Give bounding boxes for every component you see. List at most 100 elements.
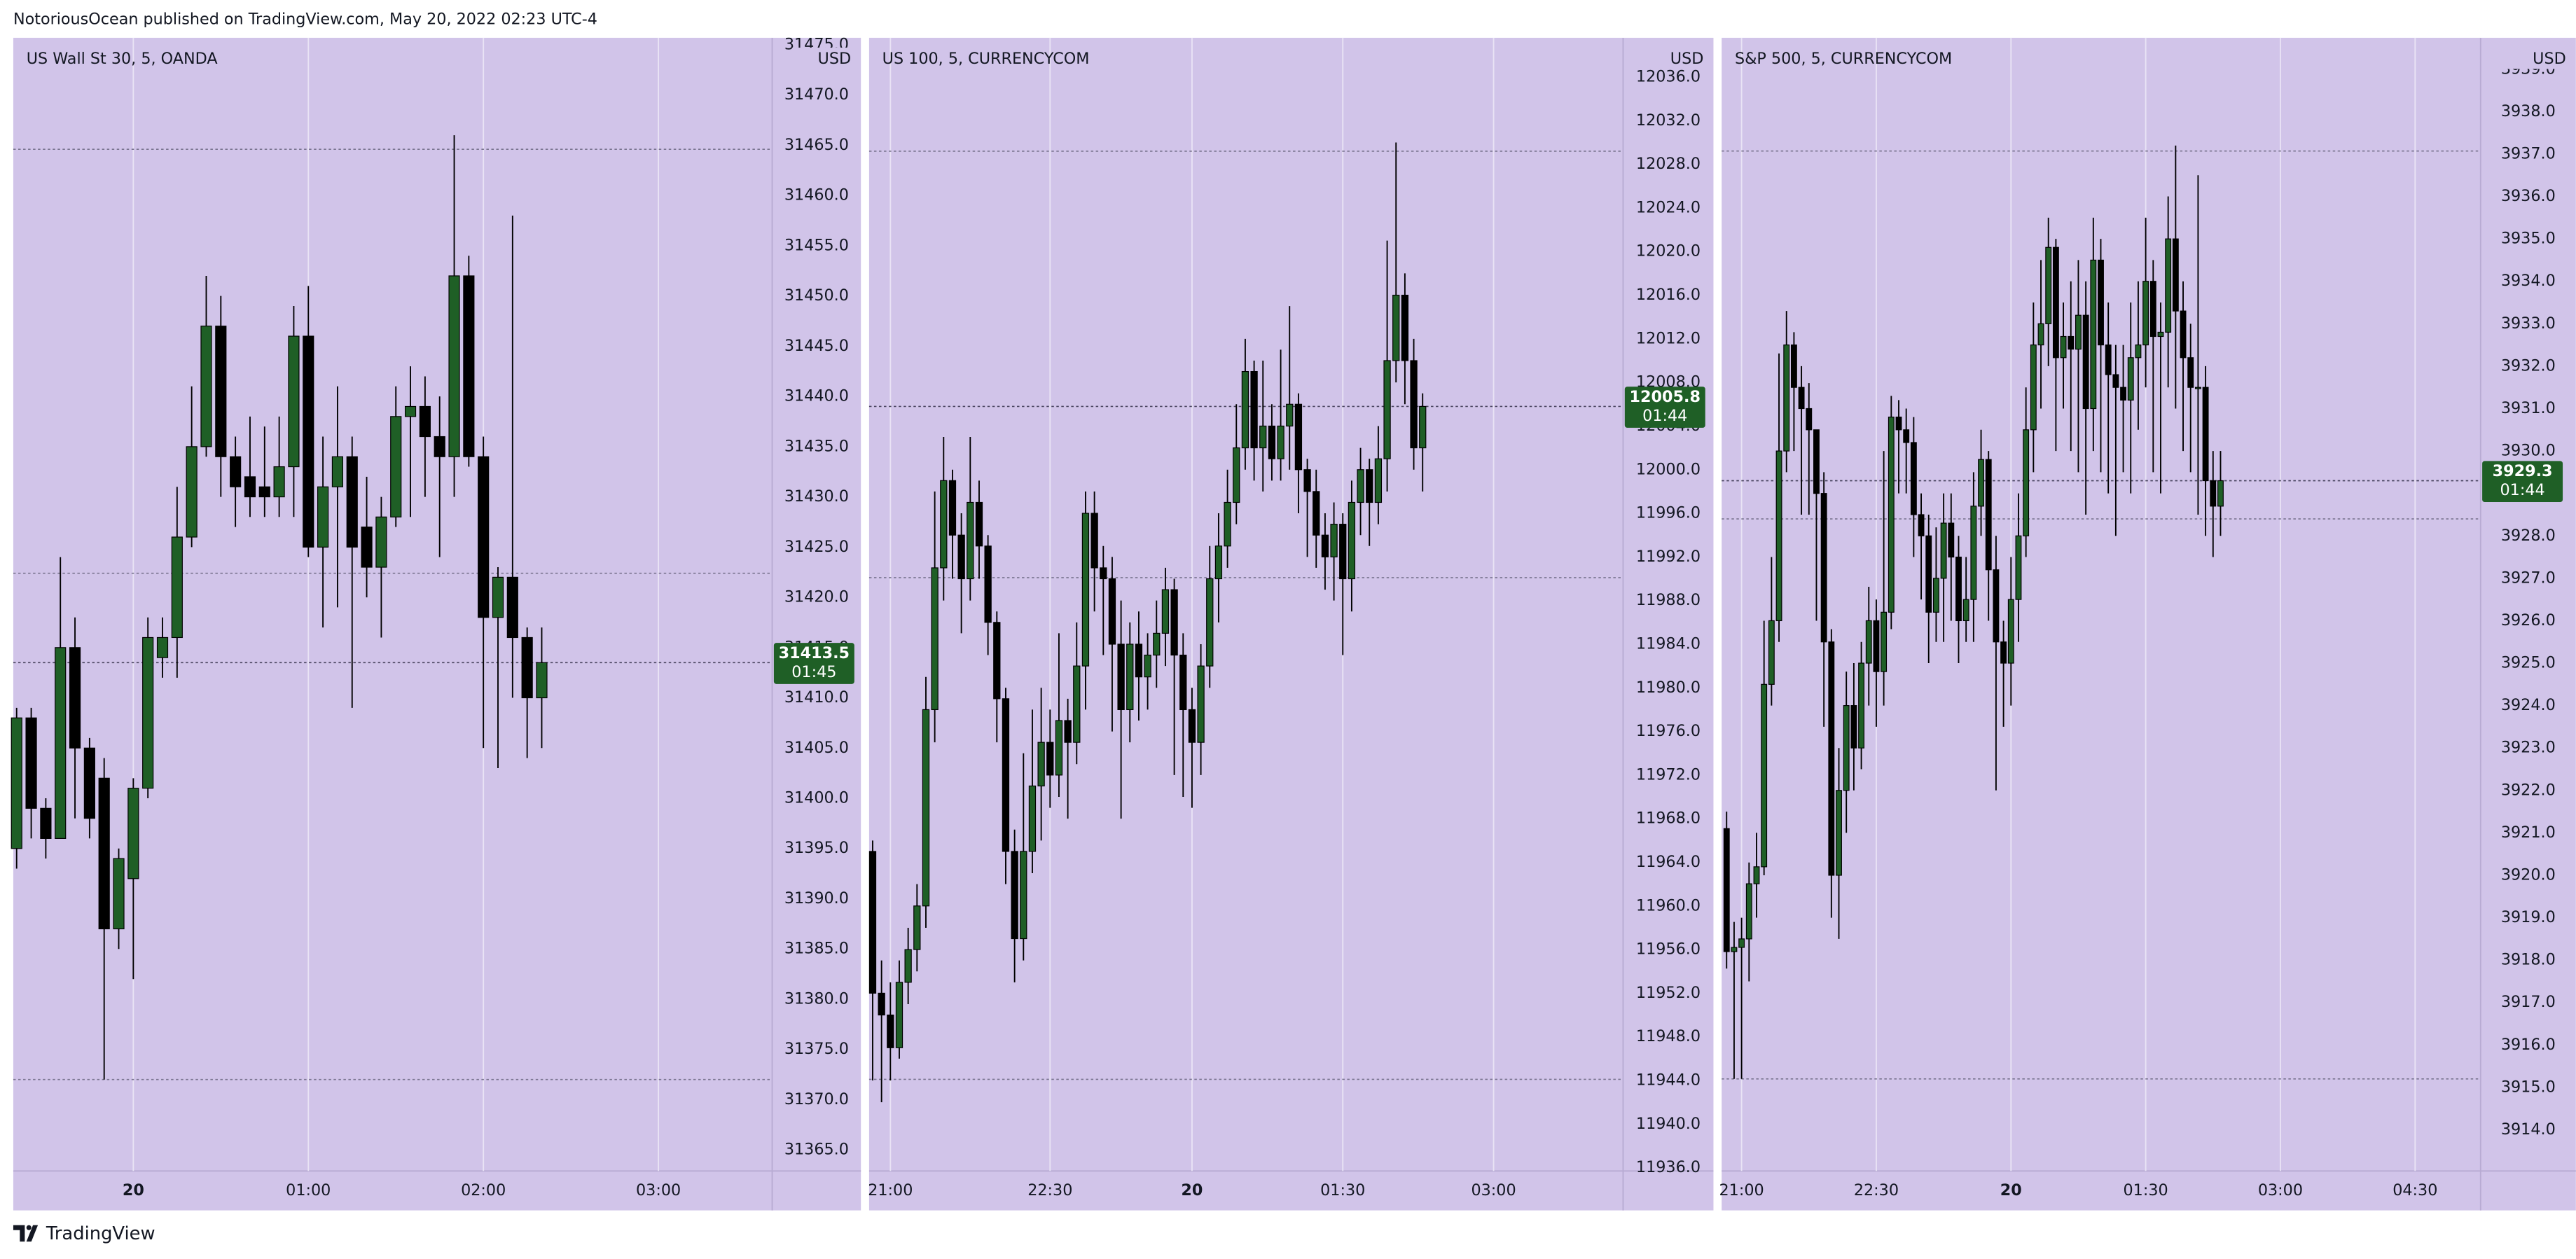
candle-body: [1798, 387, 1805, 410]
x-tick-label: 03:00: [2258, 1181, 2303, 1199]
candle-body: [2082, 314, 2089, 410]
candle-body: [1330, 524, 1338, 557]
candle-body: [2045, 246, 2052, 324]
price-tag-value: 31413.5: [779, 644, 850, 662]
chart-panel: 21:00 22:30 20 01:30 03:00 04:30 3914.0 3915.0 3…: [1719, 37, 2576, 1211]
candle-body: [2000, 641, 2007, 664]
candle-body: [1303, 469, 1311, 492]
candle-body: [1161, 589, 1170, 634]
y-tick-label: 31375.0: [784, 1040, 849, 1058]
y-tick-label: 3928.0: [2501, 527, 2556, 545]
panel-background: [1722, 37, 2576, 1211]
candle-body: [1948, 522, 1955, 558]
y-tick-label: 3926.0: [2501, 611, 2556, 630]
candle-body: [1073, 665, 1081, 743]
y-tick-label: 3931.0: [2501, 399, 2556, 417]
chart-title: S&P 500, 5, CURRENCYCOM: [1735, 50, 1952, 68]
candle-body: [1090, 513, 1098, 569]
y-tick-label: 3921.0: [2501, 823, 2556, 842]
candle-body: [1020, 851, 1027, 940]
y-tick-label: 3932.0: [2501, 356, 2556, 375]
candle-body: [1241, 370, 1249, 449]
y-tick-label: 3935.0: [2501, 230, 2556, 248]
candle-body: [1761, 683, 1768, 868]
y-tick-label: 31390.0: [784, 889, 849, 907]
candle-body: [11, 717, 22, 849]
candle-body: [1286, 403, 1294, 427]
charts: 20 01:00 02:00 03:00 31365.0 31370.0 31375.0 31…: [11, 35, 2576, 1211]
candle-body: [1100, 567, 1107, 580]
candle-body: [1775, 450, 1782, 622]
candle-body: [2105, 345, 2112, 375]
y-tick-label: 3930.0: [2501, 442, 2556, 460]
currency-label: USD: [818, 50, 852, 68]
candle-body: [156, 637, 169, 658]
y-tick-label: 11956.0: [1636, 940, 1701, 959]
candle-body: [2052, 246, 2059, 359]
candle-body: [1962, 599, 1969, 622]
candle-body: [186, 446, 198, 538]
x-tick-label: 22:30: [1027, 1181, 1072, 1199]
candle-body: [1081, 513, 1090, 667]
candle-body: [1259, 425, 1267, 449]
y-tick-label: 31405.0: [784, 739, 849, 757]
candle-body: [1836, 790, 1842, 876]
candle-body: [1843, 705, 1850, 791]
y-tick-label: 11952.0: [1636, 984, 1701, 1002]
price-tag-countdown: 01:44: [1642, 407, 1687, 425]
candle-body: [895, 982, 903, 1048]
candle-body: [1108, 578, 1116, 645]
candle-body: [1188, 709, 1196, 743]
y-tick-label: 11968.0: [1636, 809, 1701, 828]
y-tick-label: 3914.0: [2501, 1120, 2556, 1139]
candle-body: [2172, 238, 2179, 312]
candle-body: [922, 709, 930, 907]
candle-body: [361, 527, 373, 568]
candle-body: [83, 747, 95, 819]
x-tick-label: 21:00: [1719, 1181, 1764, 1199]
candle-body: [1339, 524, 1347, 580]
candle-body: [2165, 238, 2172, 333]
tradingview-logo: [13, 1225, 39, 1242]
candle-body: [215, 326, 227, 457]
y-tick-label: 31460.0: [784, 186, 849, 204]
y-tick-label: 31380.0: [784, 989, 849, 1008]
candle-body: [2098, 259, 2104, 346]
candle-body: [1858, 662, 1865, 749]
chart-title: US Wall St 30, 5, OANDA: [27, 50, 219, 68]
x-tick-label: 01:00: [286, 1181, 331, 1199]
candle-body: [69, 647, 81, 749]
candle-body: [1731, 947, 1738, 952]
price-tag: [2482, 461, 2563, 502]
y-tick-label: 11976.0: [1636, 722, 1701, 740]
y-tick-label: 3920.0: [2501, 865, 2556, 884]
y-tick-label: 31450.0: [784, 286, 849, 305]
candle-body: [887, 1014, 894, 1048]
candle-body: [1881, 611, 1888, 672]
candle-body: [2187, 357, 2194, 388]
panel-background: [13, 37, 861, 1211]
y-tick-label: 3927.0: [2501, 569, 2556, 587]
chart-panel: 20 01:00 02:00 03:00 31365.0 31370.0 31375.0 31…: [11, 35, 861, 1211]
candle-body: [1783, 345, 1790, 452]
x-tick-label: 20: [123, 1181, 144, 1199]
y-tick-label: 31465.0: [784, 136, 849, 154]
candle-body: [375, 516, 387, 568]
candle-body: [2075, 314, 2082, 350]
candle-body: [390, 416, 402, 517]
chart-title: US 100, 5, CURRENCYCOM: [882, 50, 1090, 68]
y-tick-label: 3934.0: [2501, 272, 2556, 290]
currency-label-background: [2500, 48, 2573, 69]
candle-body: [127, 788, 139, 879]
candle-body: [2060, 335, 2067, 359]
candle-body: [419, 405, 431, 438]
candle-body: [948, 480, 957, 536]
candle-body: [1357, 469, 1364, 503]
candle-body: [1723, 828, 1730, 952]
candle-body: [2120, 387, 2126, 401]
candle-body: [2194, 387, 2201, 389]
candle-body: [1820, 493, 1827, 643]
candle-body: [2127, 357, 2134, 401]
y-tick-label: 3936.0: [2501, 187, 2556, 205]
